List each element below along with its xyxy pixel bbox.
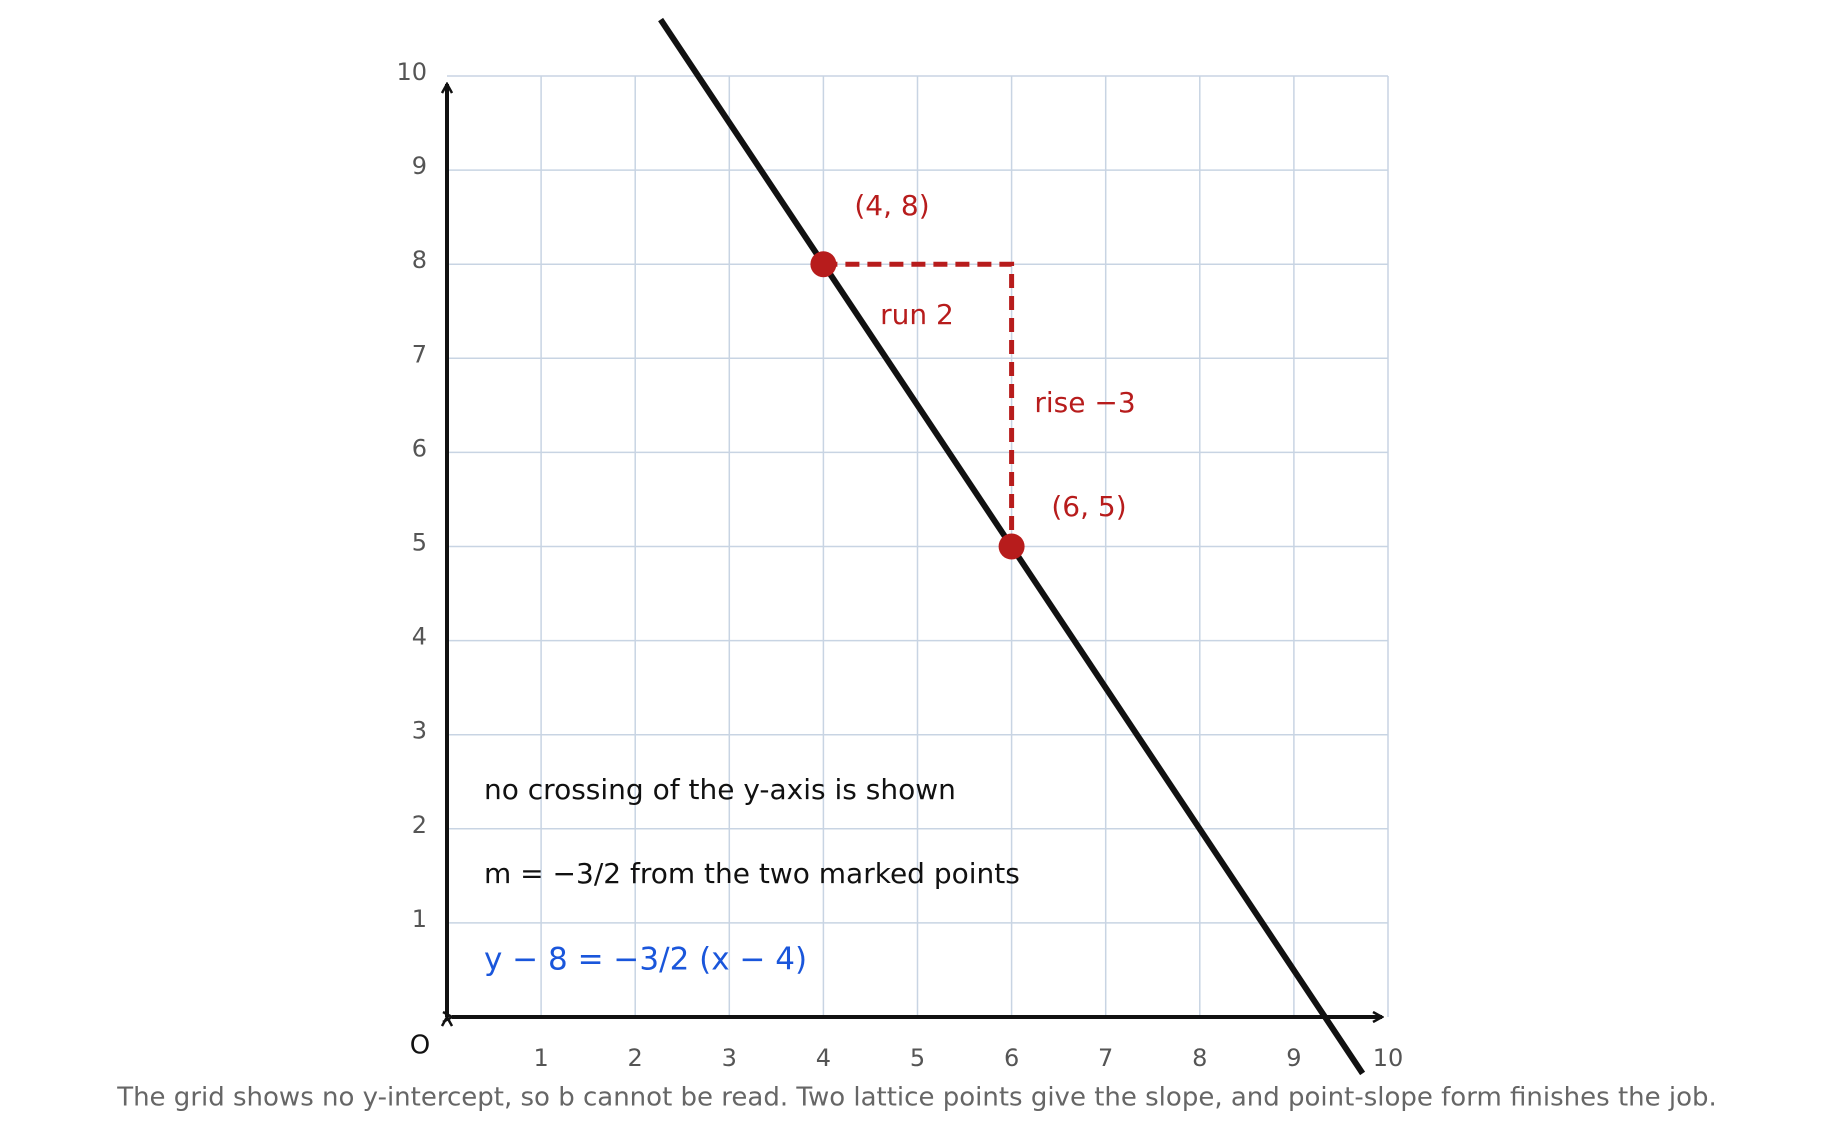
note: m = −3/2 from the two marked points bbox=[484, 857, 1020, 890]
x-tick-label: 1 bbox=[533, 1044, 548, 1072]
point-label: (4, 8) bbox=[854, 189, 929, 222]
y-tick-label: 8 bbox=[412, 246, 427, 274]
x-tick-label: 9 bbox=[1286, 1044, 1301, 1072]
point bbox=[810, 251, 837, 278]
y-tick-label: 10 bbox=[396, 58, 427, 86]
origin-label: O bbox=[410, 1031, 430, 1061]
x-tick-label: 7 bbox=[1098, 1044, 1113, 1072]
caption: The grid shows no y-intercept, so b cann… bbox=[116, 1083, 1717, 1113]
x-tick-label: 8 bbox=[1192, 1044, 1207, 1072]
run-rise-guide bbox=[823, 261, 1015, 547]
x-tick-label: 3 bbox=[722, 1044, 737, 1072]
y-tick-label: 5 bbox=[412, 529, 427, 557]
run-label: run 2 bbox=[880, 298, 954, 331]
equation: y − 8 = −3/2 (x − 4) bbox=[484, 942, 807, 978]
y-tick-label: 2 bbox=[412, 811, 427, 839]
y-tick-label: 7 bbox=[412, 340, 427, 368]
point bbox=[998, 533, 1025, 560]
y-tick-label: 3 bbox=[412, 717, 427, 745]
note: no crossing of the y-axis is shown bbox=[484, 773, 956, 806]
x-tick-label: 6 bbox=[1004, 1044, 1019, 1072]
x-tick-label: 10 bbox=[1373, 1044, 1404, 1072]
y-tick-label: 6 bbox=[412, 434, 427, 462]
x-tick-label: 5 bbox=[910, 1044, 925, 1072]
y-tick-label: 1 bbox=[412, 905, 427, 933]
point-label: (6, 5) bbox=[1051, 490, 1126, 523]
x-tick-label: 4 bbox=[816, 1044, 831, 1072]
y-tick-label: 9 bbox=[412, 152, 427, 180]
y-tick-label: 4 bbox=[412, 623, 427, 651]
rise-label: rise −3 bbox=[1034, 386, 1135, 419]
x-tick-label: 2 bbox=[628, 1044, 643, 1072]
